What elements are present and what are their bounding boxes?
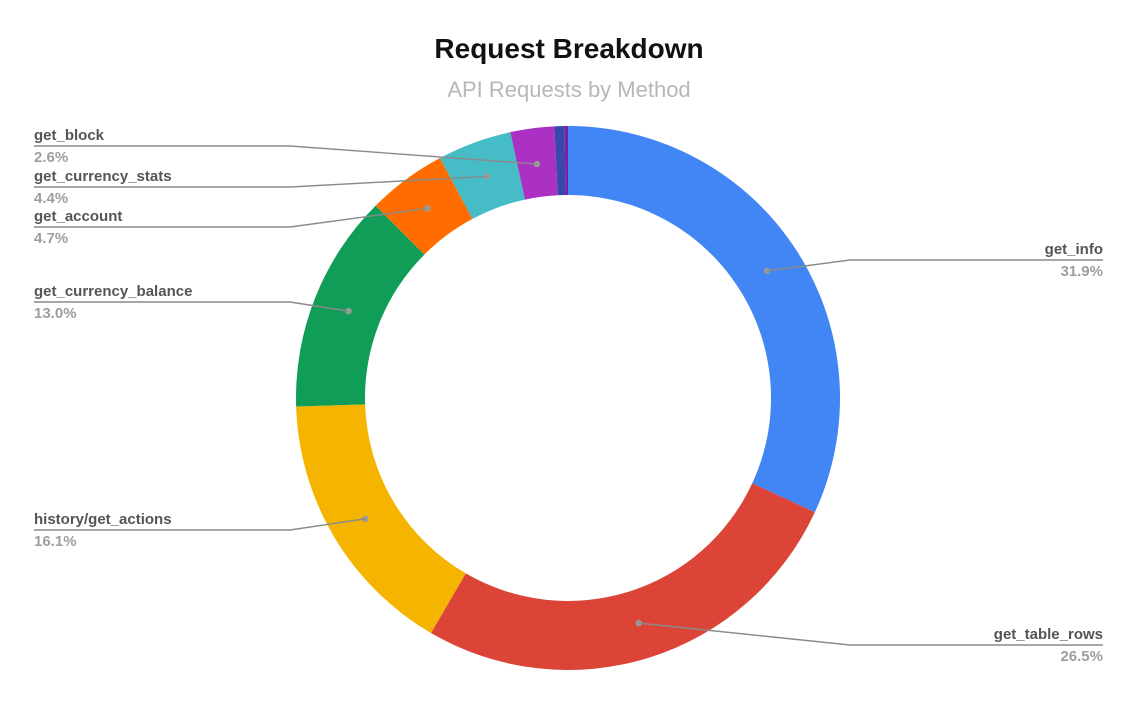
label-value-get-table-rows: 26.5% bbox=[1060, 648, 1103, 665]
label-name-get-account: get_account bbox=[34, 208, 122, 225]
leader-line-get-info bbox=[766, 259, 1103, 272]
leader-line-get-account bbox=[34, 207, 428, 228]
slice-get-account[interactable] bbox=[375, 158, 473, 255]
label-name-history-get-actions: history/get_actions bbox=[34, 511, 172, 528]
slice-labels: get_info 31.9% get_table_rows 26.5% history/… bbox=[34, 127, 1103, 665]
slice-get-currency-balance[interactable] bbox=[296, 205, 425, 407]
label-value-get-account: 4.7% bbox=[34, 230, 68, 247]
chart-title: Request Breakdown bbox=[434, 33, 703, 64]
leader-line-get-block bbox=[34, 145, 538, 165]
slice-get-currency-stats[interactable] bbox=[439, 132, 525, 219]
slice-slice-8[interactable] bbox=[564, 126, 568, 196]
slice-slice-7[interactable] bbox=[554, 126, 566, 196]
label-name-get-block: get_block bbox=[34, 127, 105, 144]
label-name-get-info: get_info bbox=[1045, 241, 1103, 258]
label-value-get-info: 31.9% bbox=[1060, 263, 1103, 280]
label-name-get-currency-balance: get_currency_balance bbox=[34, 283, 192, 300]
chart-subtitle: API Requests by Method bbox=[447, 77, 690, 102]
leader-line-get-table-rows bbox=[638, 622, 1103, 646]
label-value-get-currency-stats: 4.4% bbox=[34, 190, 68, 207]
leader-line-get-currency-balance bbox=[34, 301, 349, 312]
leader-line-history-get-actions bbox=[34, 518, 366, 531]
slice-history-get-actions[interactable] bbox=[296, 404, 466, 633]
label-value-get-currency-balance: 13.0% bbox=[34, 305, 77, 322]
label-name-get-currency-stats: get_currency_stats bbox=[34, 168, 172, 185]
leader-line-get-currency-stats bbox=[34, 175, 487, 188]
slice-get-info[interactable] bbox=[568, 126, 840, 513]
label-name-get-table-rows: get_table_rows bbox=[994, 626, 1103, 643]
label-value-get-block: 2.6% bbox=[34, 149, 68, 166]
label-value-history-get-actions: 16.1% bbox=[34, 533, 77, 550]
label-leaders bbox=[34, 145, 1103, 646]
slice-get-table-rows[interactable] bbox=[431, 483, 815, 670]
donut-slices bbox=[296, 126, 840, 670]
